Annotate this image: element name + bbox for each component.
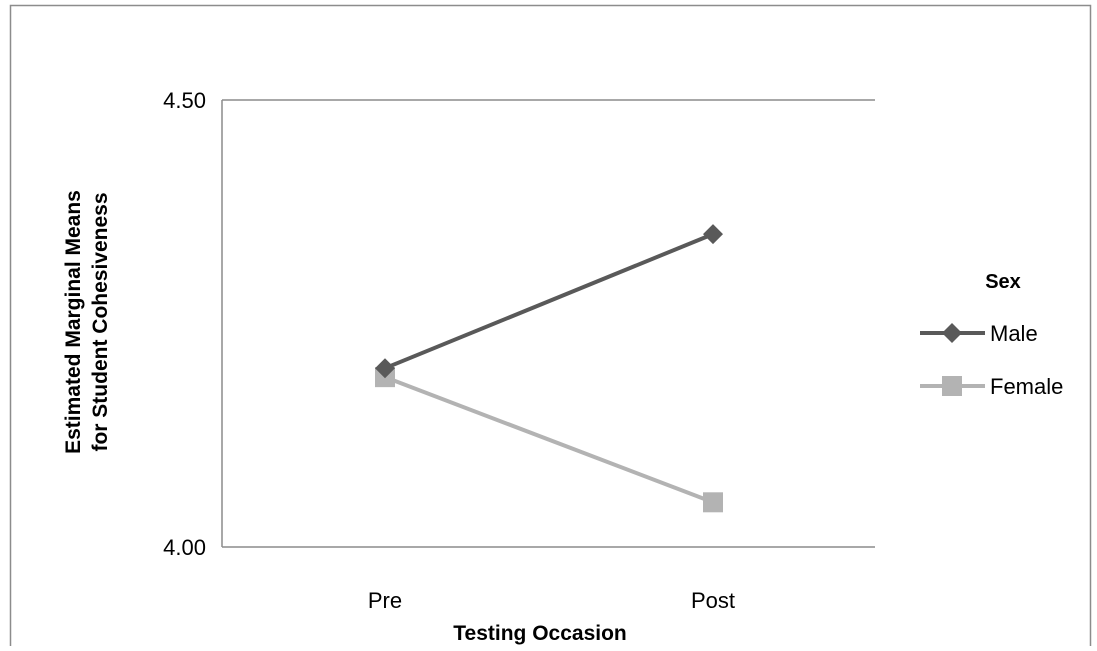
y-tick-label: 4.00 bbox=[163, 535, 206, 560]
data-point-female bbox=[703, 492, 723, 513]
legend-title: Sex bbox=[985, 271, 1021, 293]
legend: Sex Male Female bbox=[920, 271, 1063, 399]
y-tick-label: 4.50 bbox=[163, 88, 206, 113]
x-tick-label: Post bbox=[691, 588, 735, 613]
y-axis-title-line-1: Estimated Marginal Means bbox=[62, 190, 85, 454]
legend-label-female: Female bbox=[990, 374, 1063, 399]
data-point-male bbox=[703, 224, 723, 245]
legend-marker-male bbox=[942, 323, 962, 343]
series-layer bbox=[375, 224, 723, 513]
x-tick-label: Pre bbox=[368, 588, 402, 613]
x-axis-title: Testing Occasion bbox=[453, 622, 627, 645]
legend-marker-female bbox=[942, 376, 962, 396]
series-line-female bbox=[384, 375, 714, 505]
data-point-male bbox=[375, 358, 395, 379]
series-line-male bbox=[384, 232, 714, 371]
legend-label-male: Male bbox=[990, 321, 1038, 346]
chart-border bbox=[9, 4, 1092, 651]
y-axis-title-line-2: for Student Cohesiveness bbox=[89, 192, 112, 451]
